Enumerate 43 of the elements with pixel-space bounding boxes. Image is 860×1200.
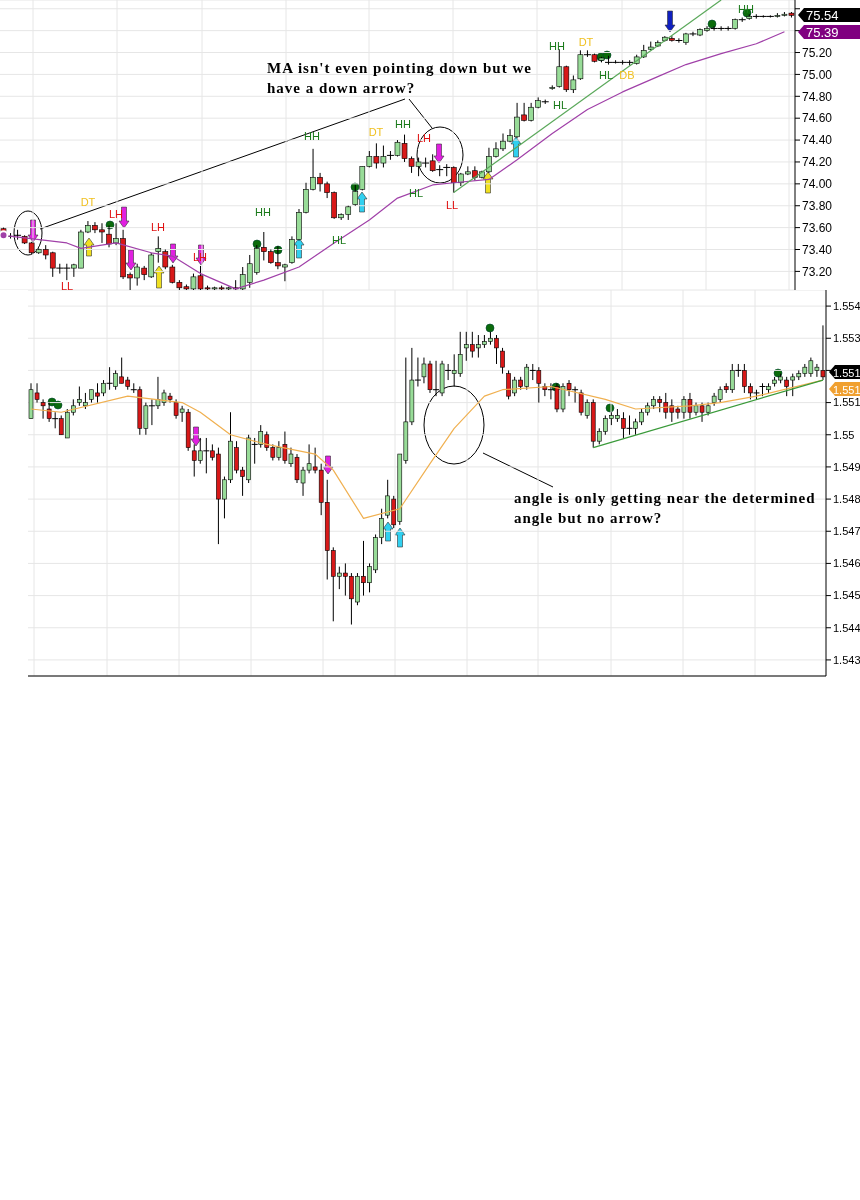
text: 75.54 — [806, 7, 839, 23]
annotation: DT — [368, 126, 384, 138]
y-tick-label: 1.551 — [833, 396, 860, 409]
y-tick-label: 73.20 — [802, 264, 833, 279]
annotation: HH — [549, 40, 565, 52]
annotation: LL — [60, 280, 74, 292]
y-tick-label: 74.60 — [802, 111, 833, 126]
text: 75.39 — [806, 24, 839, 40]
annotation: HL — [598, 69, 614, 81]
candlestick — [500, 347, 505, 375]
y-tick-label: 74.00 — [802, 177, 833, 192]
y-tick-label: 75.00 — [802, 67, 833, 82]
y-tick-label: 1.543 — [833, 653, 860, 666]
annotation: HL — [552, 99, 568, 111]
y-tick-label: 1.549 — [833, 460, 860, 473]
y-tick-label: 1.544 — [833, 621, 860, 634]
annotation: HH — [255, 206, 271, 218]
annotation: DT — [80, 196, 96, 208]
y-tick-label: 1.546 — [833, 557, 860, 570]
y-tick-label: 1.547 — [833, 525, 860, 538]
y-tick-label: 74.40 — [802, 133, 833, 148]
annotation: HH — [395, 118, 411, 130]
y-tick-label: 74.80 — [802, 89, 833, 104]
annotation: LH — [416, 132, 432, 144]
y-tick-label: 73.60 — [802, 220, 833, 235]
annotation: angle is only getting near the determined angle but no arrow? — [514, 489, 817, 528]
y-tick-label: 1.553 — [833, 332, 860, 345]
candlestick — [40, 398, 46, 420]
annotation: MA isn't even pointing down but we have a down arrow? — [267, 59, 533, 98]
annotation: HH — [738, 3, 754, 15]
y-tick-label: 73.40 — [802, 242, 833, 257]
y-tick-label: 1.554 — [833, 299, 860, 312]
annotation: HH — [304, 130, 320, 142]
y-tick-label: 1.548 — [833, 492, 860, 505]
y-tick-label: 73.80 — [802, 199, 833, 213]
y-tick-label: 74.20 — [802, 155, 833, 170]
annotation: DB — [619, 69, 635, 81]
annotation: LL — [445, 199, 459, 211]
y-tick-label: 75.20 — [802, 45, 833, 60]
annotation: LH — [150, 221, 166, 233]
annotation: DT — [578, 36, 594, 48]
y-tick-label: 1.55 — [833, 428, 855, 441]
y-tick-label: 1.545 — [833, 589, 860, 602]
